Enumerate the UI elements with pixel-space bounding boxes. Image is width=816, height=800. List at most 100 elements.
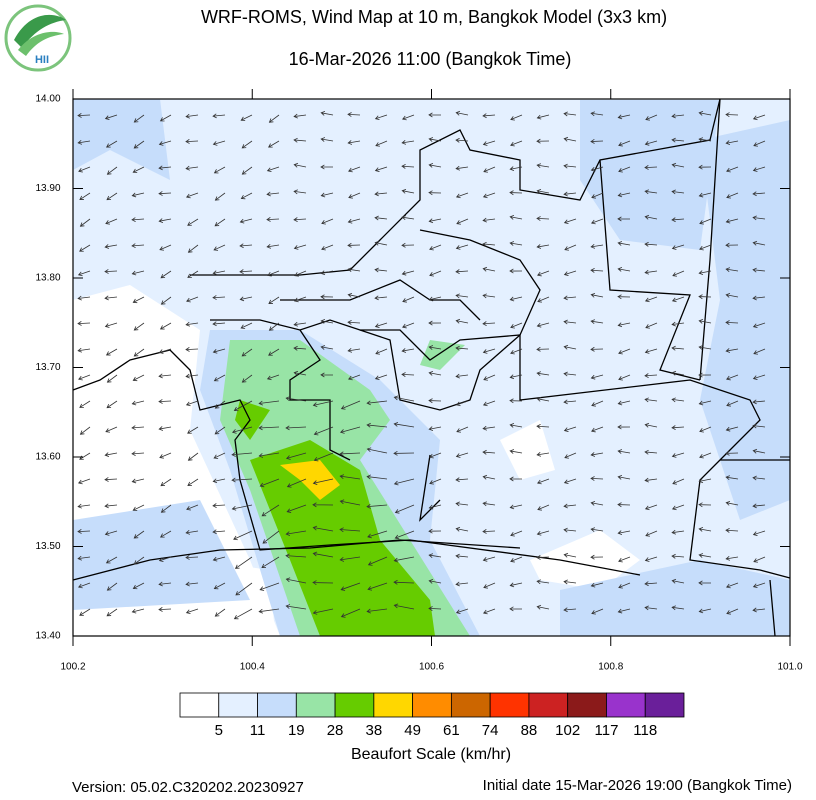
wind-arrow (644, 605, 658, 611)
wind-arrow (752, 114, 766, 121)
wind-arrow (266, 166, 280, 173)
wind-arrow (214, 608, 226, 617)
wind-arrow (428, 528, 442, 534)
wind-arrow (261, 556, 280, 568)
wind-arrow (752, 399, 766, 405)
wind-arrow (536, 188, 550, 194)
wind-arrow (725, 320, 739, 325)
wind-arrow (563, 191, 577, 197)
wind-arrow (590, 346, 604, 352)
wind-arrow (105, 556, 118, 564)
wind-arrow (401, 215, 415, 221)
wind-arrow (79, 608, 91, 616)
wind-arrow (753, 140, 766, 147)
wind-arrow (79, 218, 91, 227)
wind-arrow (213, 374, 226, 382)
wind-arrow (752, 240, 766, 246)
wind-arrow (77, 321, 91, 326)
wind-arrow (77, 270, 91, 277)
map (72, 98, 791, 637)
wind-arrow (132, 582, 145, 590)
wind-arrow (366, 400, 388, 406)
wind-arrow (617, 192, 631, 198)
wind-arrow (698, 110, 712, 116)
wind-arrow (726, 400, 739, 407)
wind-arrow (482, 608, 496, 615)
wind-arrow (726, 374, 739, 381)
wind-arrow (617, 502, 631, 508)
wind-arrow (563, 270, 577, 276)
wind-arrow (482, 449, 496, 455)
wind-arrow (106, 166, 118, 175)
wind-arrow (293, 113, 307, 119)
wind-arrow (752, 475, 766, 481)
wind-arrow (293, 370, 307, 376)
wind-arrow (285, 577, 307, 584)
wind-arrow (213, 244, 226, 251)
wind-arrow (393, 421, 415, 428)
wind-arrow (266, 374, 280, 381)
wind-arrow (482, 400, 496, 407)
wind-arrow (340, 582, 361, 591)
wind-arrow (428, 163, 442, 168)
wind-arrow (617, 114, 631, 120)
wind-arrow (340, 608, 361, 618)
wind-arrow (753, 556, 766, 563)
wind-arrow (131, 217, 145, 223)
wind-arrow (401, 140, 415, 145)
wind-arrow (132, 166, 145, 174)
wind-arrow (160, 270, 172, 279)
wind-arrow (428, 504, 442, 510)
wind-arrow (752, 423, 766, 429)
wind-arrow (591, 608, 604, 615)
wind-arrow (644, 373, 658, 378)
wind-arrow (536, 244, 550, 249)
wind-arrow (213, 166, 226, 174)
wind-arrow (313, 426, 334, 436)
wind-arrow (482, 425, 496, 431)
lat-label: 13.50 (35, 541, 60, 552)
wind-arrow (591, 426, 604, 433)
wind-arrow (455, 373, 469, 379)
wind-arrow (698, 319, 712, 324)
wind-arrow (455, 137, 469, 143)
wind-arrow (212, 140, 226, 146)
legend-swatch (450, 692, 491, 718)
wind-arrow (590, 319, 604, 325)
wind-arrow (347, 267, 361, 273)
wind-arrow (212, 529, 226, 535)
wind-arrow (698, 580, 712, 586)
wind-arrow (536, 555, 550, 560)
lon-label: 100.2 (60, 662, 85, 673)
wind-arrow (509, 606, 523, 612)
wind-arrow (644, 348, 658, 354)
wind-arrow (374, 267, 388, 273)
wind-arrow (428, 606, 442, 611)
wind-arrow (158, 373, 172, 379)
wind-arrow (78, 166, 91, 173)
wind-arrow (320, 345, 334, 350)
wind-arrow (536, 452, 550, 457)
wind-arrow (106, 582, 118, 591)
wind-arrow (285, 530, 307, 536)
wind-arrow (509, 476, 523, 482)
wind-arrow (671, 137, 685, 143)
wind-arrow (617, 449, 631, 454)
lon-label: 100.4 (240, 662, 265, 673)
wind-arrow (366, 474, 388, 480)
wind-arrow (262, 530, 280, 544)
wind-arrow (339, 426, 361, 434)
wind-arrow (214, 192, 226, 201)
wind-arrow (726, 608, 739, 615)
wind-arrow (240, 114, 253, 121)
wind-arrow (366, 503, 388, 509)
wind-arrow (105, 348, 118, 356)
wind-arrow (671, 189, 685, 195)
wind-arrow (698, 192, 712, 198)
wind-arrow (132, 374, 145, 382)
wind-arrow (509, 268, 523, 274)
wind-arrow (509, 449, 523, 454)
wind-arrow (590, 527, 604, 532)
wind-arrow (106, 374, 118, 383)
wind-arrow (285, 396, 307, 402)
